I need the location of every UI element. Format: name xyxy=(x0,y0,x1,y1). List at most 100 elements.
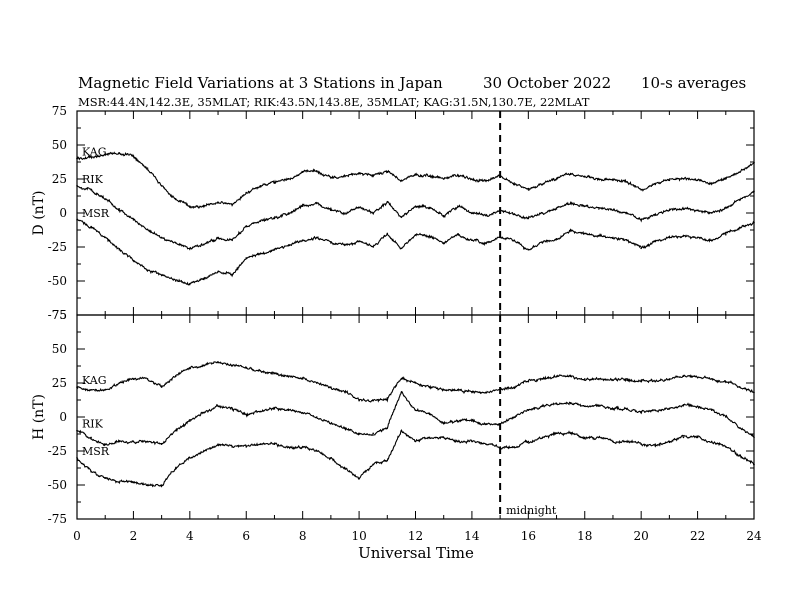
msr-data-point xyxy=(626,440,628,443)
kag-data-point xyxy=(724,380,727,383)
msr-data-point xyxy=(668,440,671,443)
kag-data-point xyxy=(358,399,360,402)
kag-data-point xyxy=(442,389,445,391)
rik-data-point xyxy=(315,202,318,205)
rik-data-point xyxy=(753,190,755,193)
msr-data-point xyxy=(739,227,741,229)
rik-data-point xyxy=(696,405,699,407)
rik-data-point xyxy=(118,440,121,443)
kag-data-point xyxy=(245,191,248,194)
kag-data-point xyxy=(203,364,205,367)
kag-data-point xyxy=(132,155,135,157)
msr-data-point xyxy=(76,457,78,459)
kag-data-point xyxy=(273,372,276,375)
msr-data-point xyxy=(640,443,642,446)
msr-data-point xyxy=(330,242,332,244)
kag-data-point xyxy=(344,391,346,394)
kag-data-point xyxy=(203,205,205,207)
kag-data-point xyxy=(245,367,248,369)
kag-data-point xyxy=(160,386,163,388)
rik-data-point xyxy=(372,212,374,214)
rik-data-point xyxy=(414,409,417,412)
rik-data-point xyxy=(527,409,530,412)
msr-data-point xyxy=(259,443,262,446)
kag-data-point xyxy=(640,380,642,383)
msr-data-point xyxy=(231,273,233,276)
rik-data-point xyxy=(710,212,713,214)
kag-data-point xyxy=(372,399,374,402)
msr-data-point xyxy=(710,440,713,443)
kag-data-point xyxy=(301,171,304,173)
msr-data-point xyxy=(146,484,149,486)
rik-data-point xyxy=(654,409,657,412)
kag-data-point xyxy=(259,185,262,187)
rik-data-point xyxy=(428,206,431,209)
rik-data-point xyxy=(231,408,233,410)
msr-trace xyxy=(76,428,755,488)
kag-data-point xyxy=(146,167,149,169)
msr-data-point xyxy=(541,436,544,439)
rik-data-point xyxy=(471,212,473,214)
msr-label: MSR xyxy=(82,207,110,220)
kag-data-point xyxy=(358,172,360,175)
rik-data-point xyxy=(174,242,177,244)
msr-data-point xyxy=(598,436,600,439)
msr-data-point xyxy=(189,282,191,285)
msr-data-point xyxy=(513,446,516,448)
rik-data-point xyxy=(358,432,360,435)
msr-data-point xyxy=(287,244,290,247)
kag-data-point xyxy=(612,179,614,182)
rik-data-point xyxy=(682,208,685,210)
kag-data-point xyxy=(485,179,487,182)
kag-data-point xyxy=(471,178,473,180)
msr-data-point xyxy=(90,225,92,228)
rik-data-point xyxy=(160,236,163,239)
kag-data-point xyxy=(626,379,628,382)
rik-data-point xyxy=(386,201,389,203)
rik-data-point xyxy=(330,423,332,425)
kag-data-point xyxy=(739,386,741,388)
kag-data-point xyxy=(174,198,177,201)
chart-title: Magnetic Field Variations at 3 Stations … xyxy=(78,74,443,92)
kag-data-point xyxy=(90,156,92,159)
msr-data-point xyxy=(569,229,572,232)
kag-data-point xyxy=(287,178,290,180)
kag-data-point xyxy=(160,185,163,187)
msr-data-point xyxy=(146,269,149,271)
kag-data-point xyxy=(189,205,191,207)
msr-data-point xyxy=(583,436,586,439)
station-info: MSR:44.4N,142.3E, 35MLAT; RIK:43.5N,143.… xyxy=(78,95,590,109)
msr-data-point xyxy=(358,240,360,243)
msr-data-point xyxy=(682,436,685,439)
chart-date: 30 October 2022 xyxy=(483,74,611,92)
msr-data-point xyxy=(203,277,205,280)
kag-data-point xyxy=(104,389,107,391)
kag-data-point xyxy=(485,391,487,394)
kag-data-point xyxy=(231,364,233,367)
kag-data-point xyxy=(217,361,219,364)
rik-data-point xyxy=(301,205,304,207)
msr-data-point xyxy=(301,446,304,448)
d-panel: 75 50 25 0 -25 -50 -75 KAG RIK MSR xyxy=(48,104,755,322)
y-tick-label: -75 xyxy=(48,308,67,322)
kag-data-point xyxy=(386,171,389,173)
rik-data-point xyxy=(90,189,92,191)
rik-data-point xyxy=(485,423,487,425)
msr-data-point xyxy=(118,481,121,484)
x-tick-label: 10 xyxy=(351,529,366,543)
rik-data-point xyxy=(245,225,248,228)
rik-data-point xyxy=(428,413,431,416)
panel-frame xyxy=(76,110,755,316)
kag-data-point xyxy=(555,178,558,180)
msr-data-point xyxy=(203,450,205,452)
kag-data-point xyxy=(682,178,685,180)
msr-data-point xyxy=(668,236,671,239)
rik-data-point xyxy=(273,408,276,410)
rik-data-point xyxy=(330,209,332,212)
rik-data-point xyxy=(457,420,459,422)
msr-data-point xyxy=(485,242,487,244)
y-tick-label: -25 xyxy=(48,240,67,254)
msr-data-point xyxy=(273,443,276,446)
kag-data-point xyxy=(696,179,699,182)
rik-data-point xyxy=(513,213,516,216)
